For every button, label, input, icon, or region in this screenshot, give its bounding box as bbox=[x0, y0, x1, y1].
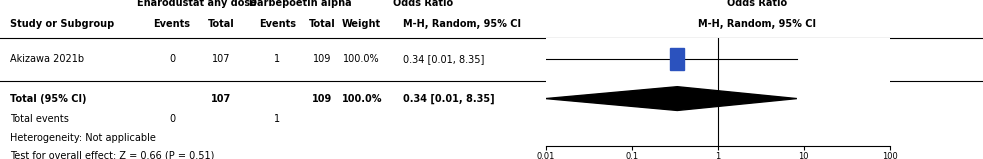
Text: 0: 0 bbox=[169, 54, 175, 64]
Text: 100.0%: 100.0% bbox=[341, 94, 382, 104]
Text: Total events: Total events bbox=[10, 114, 69, 124]
Text: Darbepoetin alpha: Darbepoetin alpha bbox=[249, 0, 351, 8]
Text: Odds Ratio: Odds Ratio bbox=[392, 0, 453, 8]
Text: 0.34 [0.01, 8.35]: 0.34 [0.01, 8.35] bbox=[403, 93, 494, 104]
Text: Weight: Weight bbox=[342, 19, 381, 29]
Text: M-H, Random, 95% CI: M-H, Random, 95% CI bbox=[698, 19, 816, 29]
Polygon shape bbox=[546, 87, 797, 111]
Text: Akizawa 2021b: Akizawa 2021b bbox=[10, 54, 84, 64]
Text: Total: Total bbox=[309, 19, 336, 29]
Bar bbox=[670, 48, 684, 70]
Text: 1: 1 bbox=[274, 114, 280, 124]
Text: 109: 109 bbox=[314, 54, 331, 64]
Text: 1: 1 bbox=[274, 54, 280, 64]
Text: 107: 107 bbox=[212, 54, 230, 64]
Text: 100.0%: 100.0% bbox=[343, 54, 380, 64]
Text: 109: 109 bbox=[313, 94, 332, 104]
Text: 0.34 [0.01, 8.35]: 0.34 [0.01, 8.35] bbox=[403, 54, 485, 64]
Text: Events: Events bbox=[153, 19, 191, 29]
Text: 107: 107 bbox=[211, 94, 231, 104]
Text: 0: 0 bbox=[169, 114, 175, 124]
Text: Test for overall effect: Z = 0.66 (P = 0.51): Test for overall effect: Z = 0.66 (P = 0… bbox=[10, 151, 214, 159]
Text: Enarodustat any dose: Enarodustat any dose bbox=[137, 0, 257, 8]
Text: Study or Subgroup: Study or Subgroup bbox=[10, 19, 114, 29]
Text: Total: Total bbox=[207, 19, 235, 29]
Text: Odds Ratio: Odds Ratio bbox=[726, 0, 787, 8]
Text: M-H, Random, 95% CI: M-H, Random, 95% CI bbox=[403, 19, 521, 29]
Text: Total (95% CI): Total (95% CI) bbox=[10, 94, 87, 104]
Text: Events: Events bbox=[259, 19, 296, 29]
Text: Heterogeneity: Not applicable: Heterogeneity: Not applicable bbox=[10, 133, 155, 143]
